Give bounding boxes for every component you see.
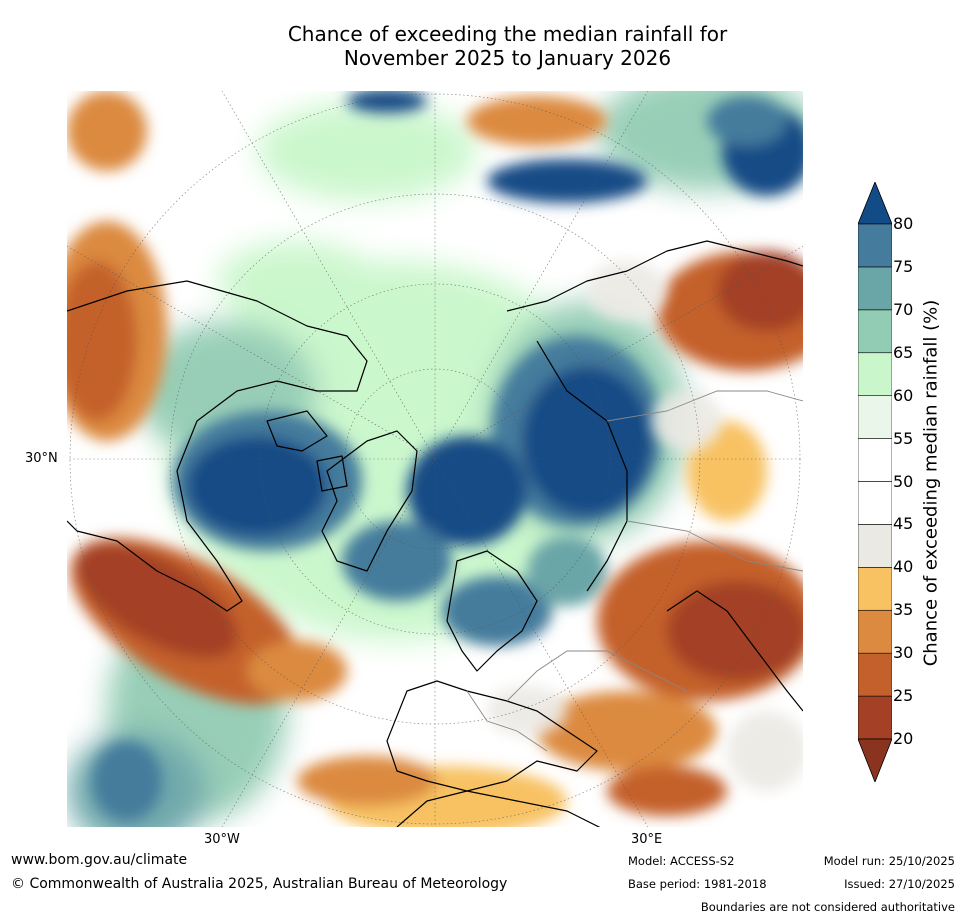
footer-url: www.bom.gov.au/climate: [11, 852, 188, 868]
colorbar-bin: [858, 567, 892, 611]
colorbar-over-cap: [858, 182, 892, 225]
colorbar-bin: [858, 266, 892, 311]
colorbar-bin: [858, 352, 892, 396]
colorbar-bin: [858, 695, 892, 740]
rainfall-probability-map: [67, 91, 803, 827]
footer-issued: Issued: 27/10/2025: [844, 877, 955, 891]
colorbar-tick-label: 60: [893, 385, 914, 405]
colorbar-label: Chance of exceeding median rainfall (%): [920, 299, 942, 667]
colorbar-bin: [858, 609, 892, 654]
colorbar-tick-label: 45: [893, 514, 914, 534]
colorbar-tick-label: 75: [893, 256, 914, 276]
colorbar: [858, 182, 892, 782]
colorbar-bin: [858, 395, 892, 439]
colorbar-tick-label: 70: [893, 299, 914, 319]
colorbar-tick-label: 30: [893, 643, 914, 663]
lon-label-30e: 30°E: [631, 832, 663, 847]
colorbar-bin: [858, 438, 892, 482]
colorbar-tick-label: 20: [893, 729, 914, 748]
colorbar-tick-label: 35: [893, 600, 914, 620]
colorbar-under-cap: [858, 738, 892, 782]
footer-copyright: © Commonwealth of Australia 2025, Austra…: [11, 876, 508, 892]
colorbar-tick-label: 80: [893, 214, 914, 233]
colorbar-bin: [858, 223, 892, 268]
colorbar-tick-label: 55: [893, 428, 914, 448]
colorbar-bin: [858, 309, 892, 354]
footer-model: Model: ACCESS-S2: [628, 854, 735, 868]
lon-label-30w: 30°W: [204, 832, 240, 847]
chart-title: Chance of exceeding the median rainfall …: [0, 22, 965, 70]
colorbar-tick-label: 50: [893, 471, 914, 491]
colorbar-bin: [858, 481, 892, 525]
footer-model-run: Model run: 25/10/2025: [823, 854, 955, 868]
colorbar-tick-label: 40: [893, 557, 914, 577]
colorbar-tick-label: 65: [893, 342, 914, 362]
colorbar-bin: [858, 652, 892, 697]
colorbar-bin: [858, 524, 892, 568]
title-line-2: November 2025 to January 2026: [343, 46, 672, 70]
colorbar-tick-label: 25: [893, 686, 914, 706]
title-line-1: Chance of exceeding the median rainfall …: [287, 22, 728, 46]
footer-disclaimer: Boundaries are not considered authoritat…: [700, 900, 955, 914]
footer-base-period: Base period: 1981-2018: [628, 877, 767, 891]
lat-label-30n: 30°N: [25, 451, 58, 466]
